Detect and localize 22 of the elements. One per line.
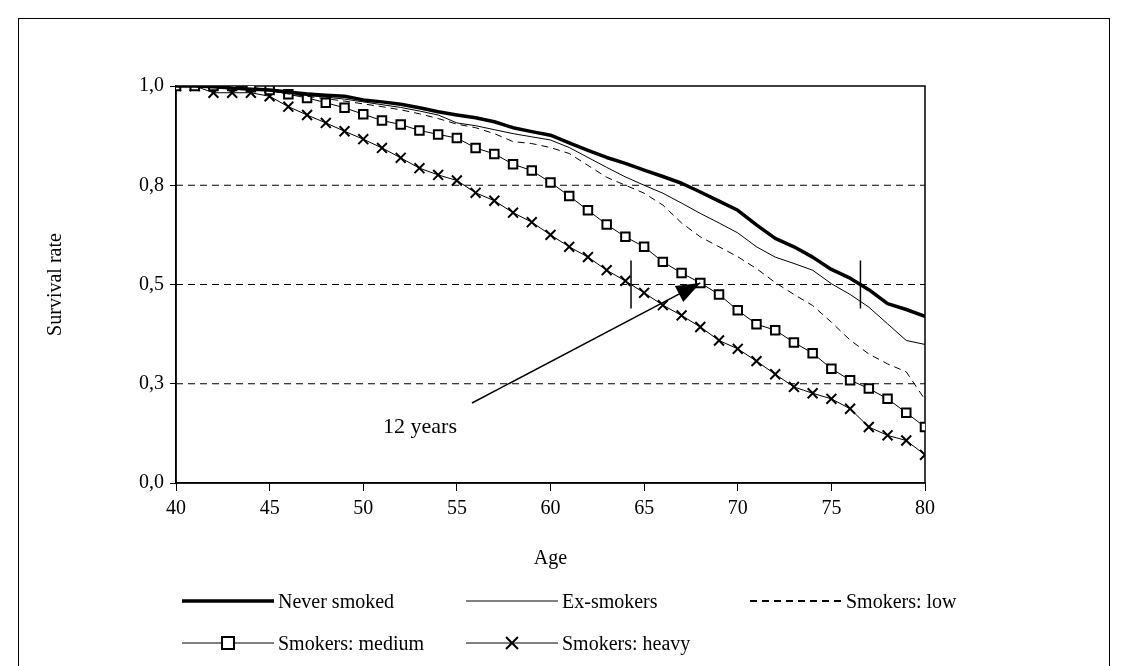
x-tick-label: 70 [727, 496, 748, 519]
x-tick-label: 45 [259, 496, 280, 519]
y-tick-label: 0,5 [139, 271, 164, 294]
legend-label: Ex-smokers [562, 589, 658, 613]
y-tick-label: 0,8 [139, 172, 164, 195]
x-tick-label: 75 [821, 496, 842, 519]
y-tick-label: 0,0 [139, 470, 164, 493]
x-tick-label: 50 [353, 496, 374, 519]
x-tick-label: 65 [634, 496, 655, 519]
x-tick-label: 55 [446, 496, 467, 519]
legend-label: Smokers: medium [278, 631, 425, 655]
x-axis-title: Age [533, 546, 568, 570]
x-tick-label: 80 [915, 496, 935, 519]
x-tick-label: 40 [166, 496, 186, 519]
y-tick-label: 1,0 [139, 73, 164, 96]
legend-label: Never smoked [278, 589, 395, 613]
annotation: 12 years [383, 413, 457, 439]
y-axis-title: Survival rate [43, 233, 66, 336]
x-tick-label: 60 [540, 496, 561, 519]
legend-label: Smokers: low [846, 589, 957, 613]
legend-label: Smokers: heavy [562, 631, 691, 655]
y-tick-label: 0,3 [139, 371, 164, 393]
